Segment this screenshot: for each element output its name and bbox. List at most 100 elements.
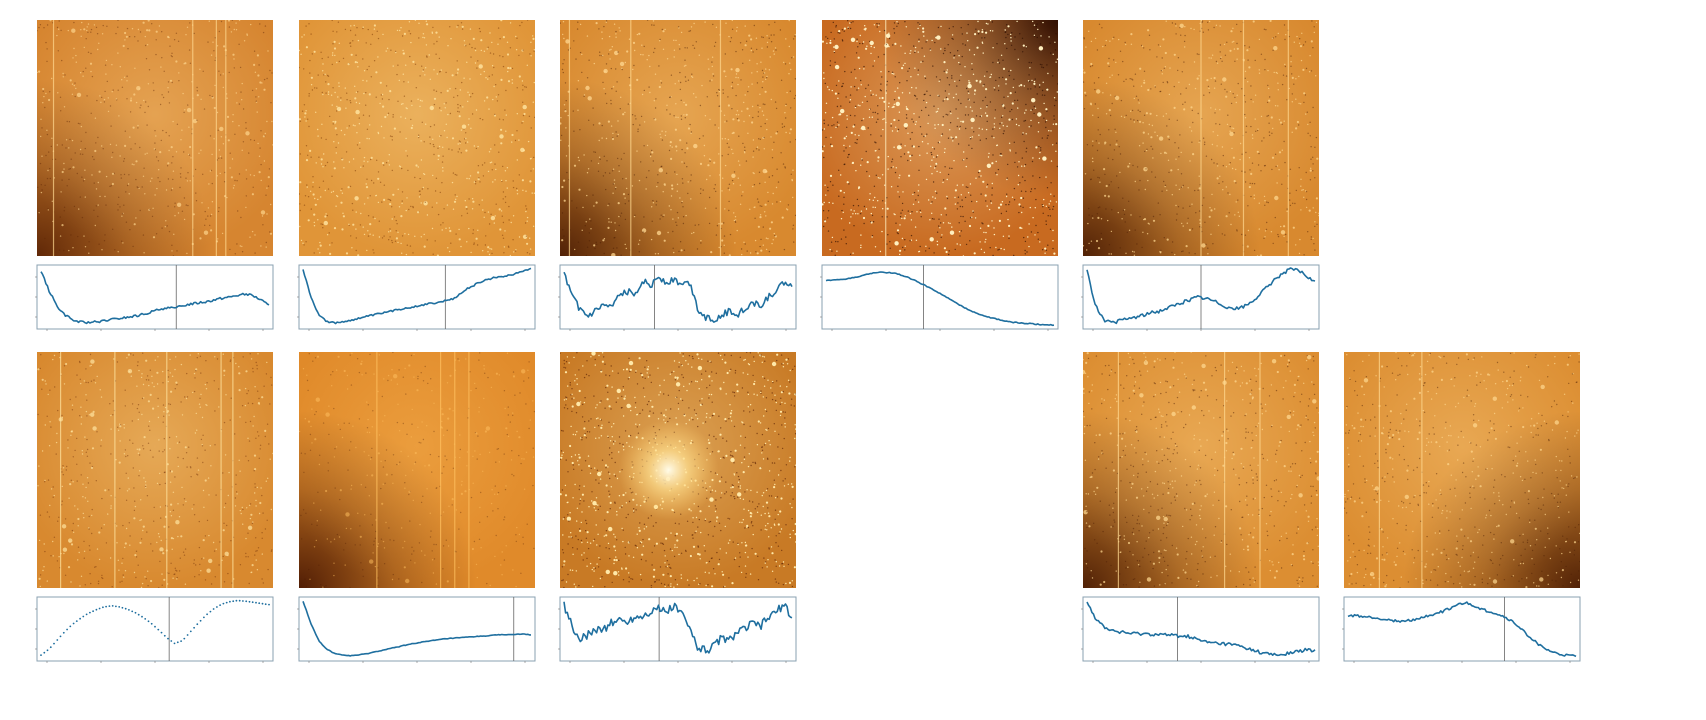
data-point: [264, 603, 267, 606]
data-point: [219, 604, 222, 606]
data-point: [160, 631, 163, 634]
spectrum-plot: [820, 264, 1059, 331]
spectrum-line: [1086, 601, 1316, 657]
data-point: [255, 601, 257, 604]
data-point: [46, 649, 49, 652]
data-point: [79, 617, 81, 620]
data-point: [212, 608, 215, 610]
spectrum-plot: [297, 596, 536, 663]
detector-image: [1083, 20, 1319, 256]
spectrum-line: [563, 271, 793, 323]
spectrum-line: [302, 267, 532, 325]
data-point: [206, 613, 209, 616]
bright-source: [618, 420, 719, 520]
data-point: [180, 640, 183, 642]
spectrum-plot: [297, 264, 536, 331]
panel-title: [1307, 336, 1597, 348]
data-point: [131, 610, 134, 613]
spectrum-plot: [558, 596, 797, 663]
data-point: [95, 608, 98, 611]
detector-image: [560, 352, 796, 588]
data-point: [248, 600, 251, 603]
data-point: [225, 601, 228, 604]
data-point: [105, 605, 107, 608]
panel-2: [262, 4, 552, 359]
panel-1: [0, 4, 290, 359]
data-point: [251, 601, 254, 604]
panel-7: [262, 336, 552, 691]
spectrum-line: [1086, 267, 1316, 325]
detector-image: [560, 20, 796, 256]
data-point: [163, 634, 166, 637]
spectrum-line: [40, 271, 270, 325]
data-point: [92, 610, 94, 613]
detector-image: [299, 352, 535, 588]
data-point: [108, 605, 111, 607]
panel-5: [1046, 4, 1336, 359]
data-point: [199, 619, 202, 622]
data-point: [193, 626, 196, 629]
spectrum-line: [1347, 601, 1577, 658]
data-point: [268, 603, 270, 606]
data-point: [89, 611, 91, 614]
panel-title: [262, 4, 552, 16]
data-point: [69, 625, 72, 628]
spectrum-plot: [35, 596, 274, 663]
data-point: [183, 637, 186, 640]
data-point: [170, 640, 173, 642]
data-point: [144, 618, 147, 620]
data-point: [216, 606, 218, 608]
data-point: [53, 642, 55, 645]
data-point: [209, 610, 212, 613]
data-point: [49, 646, 52, 649]
panel-title: [523, 336, 813, 348]
data-point: [72, 622, 75, 625]
panel-title: [523, 4, 813, 16]
data-point: [85, 613, 88, 616]
data-point: [98, 607, 101, 610]
data-point: [154, 625, 156, 628]
panel-10: [1307, 336, 1597, 691]
detector-image: [1083, 352, 1319, 588]
plot-frame: [559, 264, 797, 330]
detector-image: [822, 20, 1058, 256]
plot-frame: [559, 596, 797, 662]
data-point: [141, 615, 143, 618]
detector-image: [299, 20, 535, 256]
data-point: [189, 630, 192, 633]
data-point: [173, 642, 176, 645]
data-point: [56, 639, 59, 641]
data-point: [121, 606, 124, 609]
spectrum-line: [302, 601, 531, 657]
data-point: [111, 605, 114, 607]
panel-title: [262, 336, 552, 348]
data-point: [242, 600, 244, 602]
plot-frame: [36, 596, 274, 662]
data-point: [245, 600, 248, 603]
panel-6: [0, 336, 290, 691]
data-point: [134, 611, 137, 614]
data-point: [232, 600, 235, 603]
data-point: [43, 651, 46, 654]
spectrum-line: [563, 601, 793, 654]
data-point: [186, 634, 189, 636]
data-point: [258, 602, 261, 605]
plot-frame: [36, 264, 274, 330]
data-point: [203, 616, 205, 619]
data-point: [115, 605, 117, 608]
data-point: [127, 609, 130, 611]
data-point: [196, 623, 199, 626]
panel-title: [0, 4, 290, 16]
spectrum-plot: [1081, 264, 1320, 331]
data-point: [59, 635, 62, 638]
data-point: [66, 628, 68, 631]
data-point: [124, 607, 127, 610]
detector-image: [37, 20, 273, 256]
plot-frame: [1082, 596, 1320, 662]
panel-4: [785, 4, 1075, 359]
data-point: [118, 606, 121, 608]
data-point: [147, 620, 150, 623]
data-point: [238, 599, 241, 602]
panel-title: [1046, 4, 1336, 16]
data-point: [157, 628, 160, 631]
